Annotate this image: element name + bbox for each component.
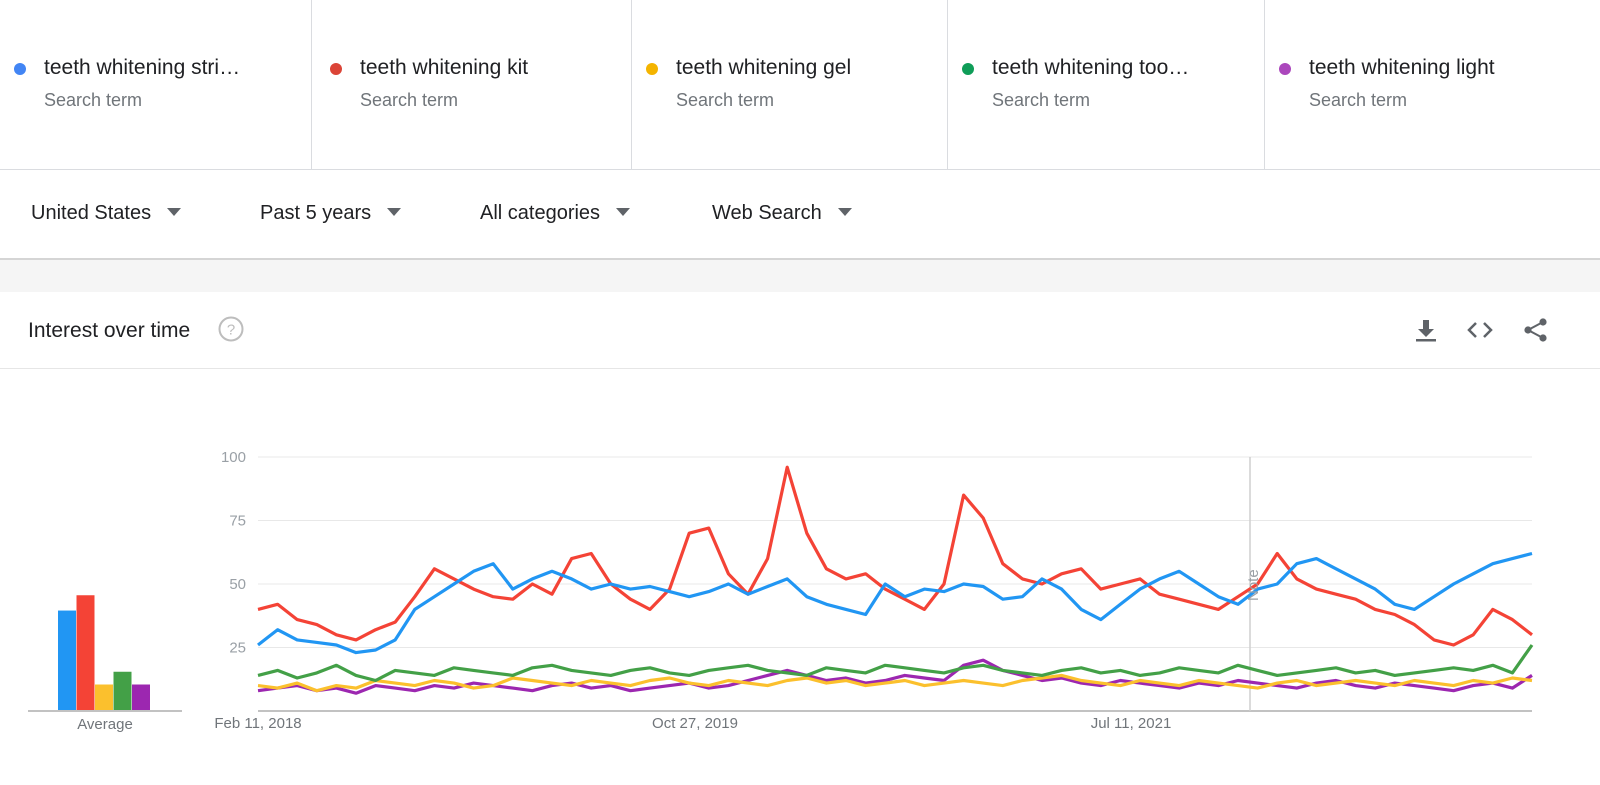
download-icon[interactable] — [1412, 316, 1440, 344]
average-bar[interactable] — [76, 595, 95, 710]
divider — [1264, 0, 1265, 169]
y-axis: 25 50 75 100 — [221, 449, 246, 657]
term-name[interactable]: teeth whitening stri… — [44, 56, 241, 79]
term-name[interactable]: teeth whitening gel — [676, 56, 852, 79]
y-tick-label: 75 — [229, 513, 246, 530]
term-name[interactable]: teeth whitening kit — [360, 56, 529, 79]
chart-series — [257, 465, 1534, 695]
region-dropdown[interactable]: United States — [31, 202, 182, 225]
divider — [947, 0, 948, 169]
series-line[interactable] — [257, 658, 1533, 695]
interest-chart-container: Feb 11, 2018 Oct 27, 2019 Jul 11, 2021 2… — [0, 369, 1600, 780]
y-tick-label: 100 — [221, 449, 246, 466]
search-type-label: Web Search — [712, 202, 822, 224]
term-card-4[interactable]: teeth whitening too… Search term — [948, 0, 1265, 169]
caret-down-icon — [387, 207, 402, 216]
average-label: Average — [77, 716, 133, 733]
search-type-dropdown[interactable]: Web Search — [712, 202, 852, 225]
caret-down-icon — [837, 207, 852, 216]
region-label: United States — [31, 202, 152, 224]
y-tick-label: 25 — [229, 640, 246, 657]
term-name[interactable]: teeth whitening light — [1309, 56, 1495, 79]
term-color-dot — [330, 63, 342, 75]
term-color-dot — [646, 63, 658, 75]
term-subtitle: Search term — [44, 90, 143, 110]
share-icon[interactable] — [1522, 316, 1550, 344]
filter-bar: United States Past 5 years All categorie… — [0, 170, 1600, 260]
x-tick-label: Jul 11, 2021 — [1091, 715, 1172, 732]
series-line[interactable] — [257, 465, 1533, 647]
caret-down-icon — [167, 207, 182, 216]
term-subtitle: Search term — [360, 90, 459, 110]
time-range-dropdown[interactable]: Past 5 years — [260, 202, 402, 225]
x-axis: Feb 11, 2018 Oct 27, 2019 Jul 11, 2021 — [214, 715, 1171, 732]
caret-down-icon — [616, 207, 631, 216]
term-card-2[interactable]: teeth whitening kit Search term — [316, 0, 632, 169]
divider — [311, 0, 312, 169]
term-color-dot — [1279, 63, 1291, 75]
term-card-5[interactable]: teeth whitening light Search term — [1265, 0, 1600, 169]
term-subtitle: Search term — [676, 90, 775, 110]
interest-card-header: Interest over time ? — [0, 292, 1600, 369]
time-range-label: Past 5 years — [260, 202, 372, 224]
x-tick-label: Oct 27, 2019 — [652, 715, 738, 732]
section-gap — [0, 260, 1600, 292]
chart-grid — [258, 456, 1532, 712]
average-bar[interactable] — [58, 610, 76, 710]
help-icon[interactable]: ? — [218, 316, 244, 342]
category-dropdown[interactable]: All categories — [480, 202, 631, 225]
term-color-dot — [14, 63, 26, 75]
note-annotation[interactable]: Note — [1245, 569, 1262, 601]
term-subtitle: Search term — [992, 90, 1091, 110]
interest-over-time-chart[interactable]: Feb 11, 2018 Oct 27, 2019 Jul 11, 2021 2… — [0, 369, 1600, 780]
x-tick-label: Feb 11, 2018 — [214, 715, 301, 732]
series-line[interactable] — [257, 673, 1533, 693]
average-bars — [28, 595, 182, 712]
y-tick-label: 50 — [229, 576, 246, 593]
average-bar[interactable] — [132, 684, 150, 711]
divider — [631, 0, 632, 169]
average-bar[interactable] — [113, 671, 132, 710]
svg-text:?: ? — [227, 322, 235, 339]
search-terms-bar: teeth whitening stri… Search term teeth … — [0, 0, 1600, 170]
average-bar[interactable] — [95, 684, 113, 711]
series-line[interactable] — [257, 644, 1534, 683]
card-title: Interest over time — [28, 319, 191, 342]
term-color-dot — [962, 63, 974, 75]
term-card-3[interactable]: teeth whitening gel Search term — [632, 0, 948, 169]
term-subtitle: Search term — [1309, 90, 1408, 110]
term-card-1[interactable]: teeth whitening stri… Search term — [0, 0, 312, 169]
term-name[interactable]: teeth whitening too… — [992, 56, 1190, 79]
category-label: All categories — [480, 202, 601, 224]
embed-icon[interactable] — [1466, 316, 1494, 344]
series-line[interactable] — [257, 551, 1533, 655]
